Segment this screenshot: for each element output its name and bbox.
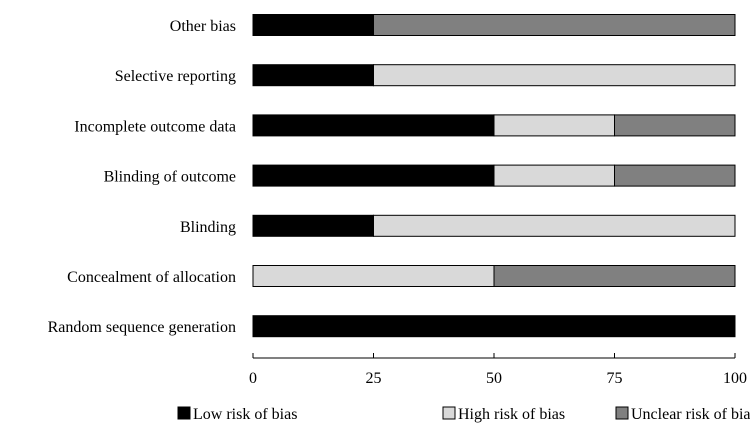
bar-random-sequence-generation-low-risk-of-bias bbox=[252, 315, 736, 338]
bar-incomplete-outcome-data-high-risk-of-bias bbox=[493, 114, 615, 137]
category-label-random-sequence-generation: Random sequence generation bbox=[48, 319, 236, 336]
bar-incomplete-outcome-data-low-risk-of-bias bbox=[252, 114, 495, 137]
category-label-blinding: Blinding bbox=[180, 219, 236, 236]
bars-layer bbox=[252, 14, 736, 338]
legend-swatch-high-risk-of-bias bbox=[442, 406, 456, 420]
legend-label-low-risk-of-bias: Low risk of bias bbox=[193, 406, 297, 423]
x-tick-label-0: 0 bbox=[249, 370, 257, 387]
bar-blinding-of-outcome-unclear-risk-of-bias bbox=[614, 164, 736, 187]
legend-label-high-risk-of-bias: High risk of bias bbox=[458, 406, 565, 423]
category-label-incomplete-outcome-data: Incomplete outcome data bbox=[74, 118, 236, 135]
bar-concealment-of-allocation-high-risk-of-bias bbox=[252, 265, 495, 287]
bar-blinding-high-risk-of-bias bbox=[373, 214, 736, 237]
category-label-blinding-of-outcome: Blinding of outcome bbox=[104, 169, 236, 186]
x-tick-label-100: 100 bbox=[723, 370, 747, 387]
bar-concealment-of-allocation-unclear-risk-of-bias bbox=[493, 265, 736, 287]
x-tick-label-25: 25 bbox=[366, 370, 382, 387]
bar-blinding-of-outcome-high-risk-of-bias bbox=[493, 164, 615, 187]
bar-selective-reporting-low-risk-of-bias bbox=[252, 64, 374, 87]
legend-swatch-low-risk-of-bias bbox=[177, 406, 191, 420]
bar-other-bias-low-risk-of-bias bbox=[252, 14, 374, 36]
bar-incomplete-outcome-data-unclear-risk-of-bias bbox=[614, 114, 736, 137]
category-labels: Other bias Selective reporting Incomplete … bbox=[48, 18, 236, 336]
x-tick-label-50: 50 bbox=[486, 370, 502, 387]
bar-blinding-of-outcome-low-risk-of-bias bbox=[252, 164, 495, 187]
legend: Low risk of bias High risk of bias Unclear… bbox=[177, 406, 750, 423]
bar-blinding-low-risk-of-bias bbox=[252, 214, 374, 237]
bar-selective-reporting-high-risk-of-bias bbox=[373, 64, 736, 87]
category-label-selective-reporting: Selective reporting bbox=[115, 68, 236, 85]
category-label-concealment-of-allocation: Concealment of allocation bbox=[67, 269, 236, 286]
legend-label-unclear-risk-of-bias: Unclear risk of bias bbox=[631, 406, 750, 423]
bar-other-bias-unclear-risk-of-bias bbox=[373, 14, 736, 36]
category-label-other-bias: Other bias bbox=[170, 18, 236, 35]
legend-swatch-unclear-risk-of-bias bbox=[615, 406, 629, 420]
x-axis: 0 25 50 75 100 bbox=[249, 353, 747, 387]
x-tick-label-75: 75 bbox=[607, 370, 623, 387]
